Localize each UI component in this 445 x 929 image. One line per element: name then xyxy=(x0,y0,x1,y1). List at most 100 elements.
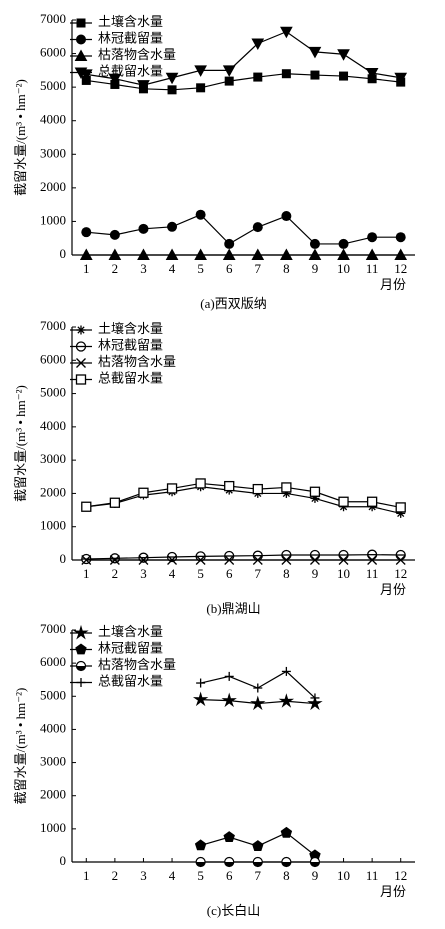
marker-shape xyxy=(77,326,85,334)
marker-shape xyxy=(339,71,349,81)
marker-shape xyxy=(224,238,235,249)
marker-shape xyxy=(76,18,86,28)
marker-shape xyxy=(108,248,122,260)
marker-shape xyxy=(308,248,322,260)
marker xyxy=(251,38,265,51)
marker xyxy=(224,76,234,86)
marker-shape xyxy=(81,227,92,238)
x-axis-label: 月份 xyxy=(380,582,406,597)
x-tick-label: 3 xyxy=(140,566,147,581)
marker-shape xyxy=(281,211,292,222)
marker xyxy=(194,65,207,77)
marker xyxy=(338,238,349,249)
x-tick-label: 4 xyxy=(169,868,176,883)
y-tick-label: 2000 xyxy=(40,484,66,499)
marker xyxy=(395,232,406,243)
marker xyxy=(76,325,86,335)
legend-label: 总截留水量 xyxy=(98,370,163,385)
marker xyxy=(307,695,323,711)
marker-shape xyxy=(251,248,265,260)
marker xyxy=(75,643,87,655)
marker xyxy=(281,856,292,868)
marker-shape xyxy=(337,248,350,260)
marker xyxy=(109,229,120,240)
marker xyxy=(252,222,263,233)
x-tick-label: 2 xyxy=(112,868,119,883)
marker-shape xyxy=(79,248,93,260)
marker-shape xyxy=(165,72,179,85)
marker xyxy=(165,248,179,260)
marker-shape xyxy=(195,478,206,489)
x-tick-label: 4 xyxy=(169,261,176,276)
marker-shape xyxy=(74,67,88,80)
marker-shape xyxy=(108,73,122,86)
marker-shape xyxy=(221,692,237,708)
legend-label: 土壤含水量 xyxy=(98,14,163,29)
x-tick-label: 5 xyxy=(197,261,204,276)
marker-shape xyxy=(367,232,378,243)
marker xyxy=(75,341,87,352)
marker xyxy=(253,683,263,693)
x-tick-label: 1 xyxy=(83,566,90,581)
marker xyxy=(278,693,295,708)
x-tick-label: 11 xyxy=(366,868,379,883)
y-tick-label: 3000 xyxy=(40,754,66,769)
marker-shape xyxy=(224,76,234,86)
marker-shape xyxy=(75,374,87,385)
marker xyxy=(194,248,207,260)
marker-shape xyxy=(253,862,263,867)
marker xyxy=(281,666,291,676)
marker xyxy=(367,555,378,565)
marker xyxy=(394,72,408,85)
x-tick-label: 2 xyxy=(112,261,119,276)
marker-shape xyxy=(308,46,322,59)
y-tick-label: 0 xyxy=(60,853,67,868)
marker-shape xyxy=(222,248,236,260)
marker xyxy=(281,549,292,561)
marker-shape xyxy=(195,209,206,220)
marker-shape xyxy=(224,862,234,867)
marker xyxy=(224,480,235,492)
marker xyxy=(395,549,406,561)
x-tick-label: 12 xyxy=(394,868,407,883)
legend-label: 林冠截留量 xyxy=(98,337,163,352)
marker-shape xyxy=(309,238,320,249)
x-tick-label: 1 xyxy=(83,868,90,883)
marker-shape xyxy=(137,80,150,92)
marker-shape xyxy=(224,555,235,565)
marker-shape xyxy=(281,69,291,79)
marker xyxy=(81,227,92,238)
marker xyxy=(394,248,408,260)
marker-shape xyxy=(73,624,89,640)
marker-shape xyxy=(109,229,120,240)
marker xyxy=(76,678,86,687)
marker xyxy=(74,49,88,61)
marker xyxy=(76,18,86,28)
marker xyxy=(224,856,235,868)
marker-shape xyxy=(109,555,120,565)
marker-shape xyxy=(76,358,86,368)
marker xyxy=(108,73,122,86)
marker xyxy=(310,693,320,703)
x-tick-label: 6 xyxy=(226,566,233,581)
marker xyxy=(339,71,349,81)
marker xyxy=(253,72,263,82)
marker-shape xyxy=(81,555,92,565)
marker-shape xyxy=(310,70,320,80)
marker xyxy=(79,248,93,260)
series-line xyxy=(86,486,401,514)
legend-label: 土壤含水量 xyxy=(98,321,163,336)
chart-title: (b)鼎湖山 xyxy=(206,601,260,616)
x-tick-label: 1 xyxy=(83,261,90,276)
marker-shape xyxy=(167,555,178,565)
marker xyxy=(252,555,263,565)
marker xyxy=(338,549,349,561)
marker-shape xyxy=(394,248,408,260)
marker-shape xyxy=(194,839,207,851)
y-tick-label: 3000 xyxy=(40,451,66,466)
marker-shape xyxy=(252,555,263,565)
x-tick-label: 2 xyxy=(112,566,119,581)
marker xyxy=(195,555,206,565)
marker xyxy=(194,839,207,851)
marker xyxy=(222,65,236,77)
